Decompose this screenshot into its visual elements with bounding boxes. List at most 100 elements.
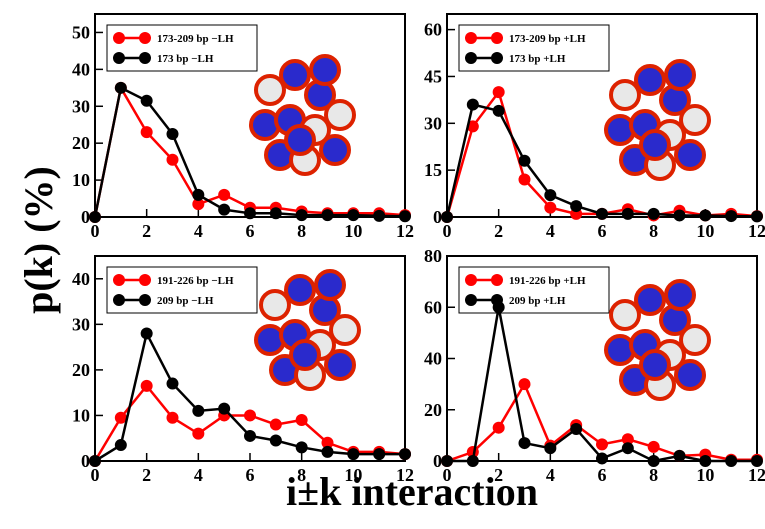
y-tick-label: 0 bbox=[81, 451, 90, 471]
legend-label: 191-226 bp −LH bbox=[157, 275, 234, 287]
legend-box bbox=[458, 266, 610, 314]
data-point bbox=[647, 455, 660, 467]
y-tick-label: 80 bbox=[424, 246, 442, 266]
data-point bbox=[570, 200, 583, 213]
structure-ring bbox=[319, 134, 351, 166]
data-point bbox=[466, 98, 479, 111]
data-point bbox=[518, 378, 531, 391]
data-point bbox=[751, 455, 763, 467]
x-tick-label: 0 bbox=[91, 465, 100, 485]
x-tick-label: 10 bbox=[344, 221, 362, 241]
y-tick-label: 30 bbox=[72, 314, 90, 334]
data-point bbox=[295, 414, 308, 426]
data-point bbox=[621, 433, 634, 446]
legend-box bbox=[458, 24, 610, 72]
legend-marker bbox=[491, 294, 503, 306]
structure-ring bbox=[664, 59, 696, 91]
structure-image bbox=[254, 269, 361, 391]
x-tick-label: 6 bbox=[598, 465, 607, 485]
data-point bbox=[244, 429, 256, 442]
legend-label: 173 bp +LH bbox=[509, 53, 566, 65]
data-point bbox=[166, 127, 179, 140]
data-point bbox=[441, 455, 453, 467]
data-point bbox=[166, 411, 179, 424]
data-point bbox=[570, 422, 583, 435]
data-point bbox=[441, 211, 453, 223]
data-point bbox=[544, 442, 557, 455]
plot-frame bbox=[446, 13, 758, 218]
data-point bbox=[621, 442, 634, 455]
data-point bbox=[466, 455, 479, 467]
y-tick-label: 40 bbox=[72, 269, 90, 289]
data-point bbox=[373, 448, 386, 461]
data-point bbox=[673, 209, 686, 222]
data-point bbox=[518, 437, 531, 450]
structure-ring bbox=[634, 284, 666, 316]
x-tick-label: 8 bbox=[649, 221, 658, 241]
structure-image bbox=[249, 54, 356, 176]
data-point bbox=[192, 198, 205, 211]
data-point bbox=[192, 188, 205, 201]
x-tick-label: 12 bbox=[396, 465, 414, 485]
data-point bbox=[140, 379, 153, 392]
x-tick-label: 0 bbox=[91, 221, 100, 241]
data-point bbox=[751, 210, 763, 223]
structure-ring bbox=[674, 139, 706, 171]
data-point bbox=[114, 439, 127, 452]
data-point bbox=[244, 207, 256, 220]
x-tick-label: 2 bbox=[494, 465, 503, 485]
data-point bbox=[596, 207, 608, 220]
legend-marker bbox=[465, 32, 477, 44]
structure-ring bbox=[639, 129, 671, 161]
legend-marker bbox=[139, 294, 151, 306]
structure-ring bbox=[289, 339, 321, 371]
structure-ring bbox=[664, 279, 696, 311]
legend-label: 173-209 bp −LH bbox=[157, 33, 234, 45]
x-tick-label: 4 bbox=[546, 221, 555, 241]
data-point bbox=[166, 153, 179, 166]
legend-marker bbox=[113, 52, 125, 64]
legend-marker bbox=[491, 274, 503, 286]
x-tick-label: 10 bbox=[696, 465, 714, 485]
x-tick-label: 4 bbox=[194, 465, 203, 485]
y-tick-label: 0 bbox=[433, 451, 442, 471]
x-tick-label: 4 bbox=[194, 221, 203, 241]
data-point bbox=[492, 421, 505, 434]
data-point bbox=[596, 438, 608, 451]
legend-marker bbox=[491, 52, 503, 64]
y-axis-label: p(k) (%) bbox=[16, 166, 61, 314]
legend-marker bbox=[113, 274, 125, 286]
structure-image bbox=[604, 279, 711, 401]
structure-ring bbox=[679, 104, 711, 136]
data-point bbox=[140, 94, 153, 107]
data-point bbox=[192, 404, 205, 417]
panel: 0 2 4 6 8 10 12 0 15 30 45 60 173-209 bp +LH 173 bp +… bbox=[424, 13, 765, 241]
x-tick-label: 2 bbox=[142, 465, 151, 485]
structure-ring bbox=[609, 79, 641, 111]
structure-image bbox=[604, 59, 711, 181]
data-point bbox=[466, 120, 479, 133]
structure-ring bbox=[324, 349, 356, 381]
data-point bbox=[218, 402, 231, 415]
data-point bbox=[321, 436, 334, 449]
x-tick-label: 8 bbox=[297, 221, 306, 241]
data-point bbox=[218, 188, 231, 201]
y-tick-label: 40 bbox=[72, 59, 90, 79]
data-point bbox=[647, 440, 660, 453]
structure-ring bbox=[609, 299, 641, 331]
structure-ring bbox=[324, 99, 356, 131]
panel: 0 2 4 6 8 10 12 0 10 20 30 40 50 173-209 bp −LH 173 bp… bbox=[72, 13, 414, 241]
data-point bbox=[647, 207, 660, 220]
data-point bbox=[492, 86, 505, 99]
y-tick-label: 30 bbox=[72, 96, 90, 116]
legend-label: 209 bp +LH bbox=[509, 295, 566, 307]
structure-ring bbox=[254, 74, 286, 106]
y-tick-label: 60 bbox=[424, 297, 442, 317]
x-tick-label: 12 bbox=[748, 221, 765, 241]
data-point bbox=[244, 409, 256, 422]
x-tick-label: 10 bbox=[696, 221, 714, 241]
data-point bbox=[621, 207, 634, 220]
data-point bbox=[269, 418, 282, 431]
y-tick-label: 10 bbox=[72, 170, 90, 190]
